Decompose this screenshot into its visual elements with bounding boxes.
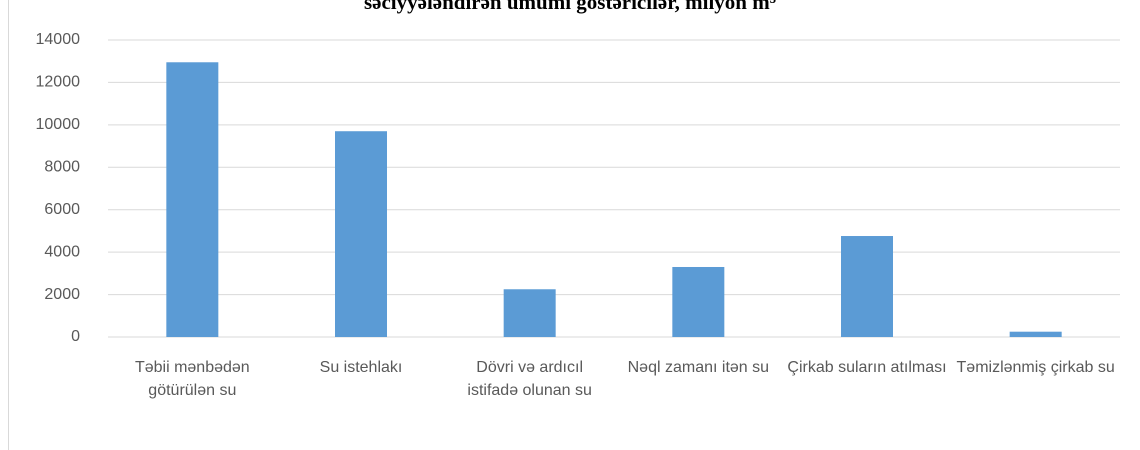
y-tick-label: 6000	[44, 201, 80, 218]
chart-frame	[8, 0, 1140, 450]
x-tick-label: Təbii mənbədən götürülən su	[134, 359, 250, 399]
x-tick-label: Çirkab suların atılması	[787, 359, 947, 376]
bar	[335, 131, 387, 337]
x-tick-label: Su istehlakı	[319, 359, 403, 376]
x-tick-label: Dövri və ardıcıl istifadə olunan su	[467, 359, 592, 399]
chart-title: səciyyələndirən ümumi göstəricilər, mily…	[363, 0, 777, 14]
bar	[1009, 331, 1062, 337]
y-tick-label: 10000	[36, 116, 81, 133]
y-tick-label: 12000	[36, 74, 81, 91]
y-tick-label: 2000	[44, 286, 80, 303]
bar	[841, 236, 893, 337]
bar	[503, 289, 556, 337]
x-tick-label: Nəql zamanı itən su	[627, 359, 770, 376]
bar	[672, 266, 725, 337]
bar	[166, 62, 219, 338]
y-tick-label: 0	[71, 328, 80, 345]
y-tick-label: 14000	[36, 31, 81, 48]
y-tick-label: 4000	[44, 243, 80, 260]
x-tick-label: Təmizlənmiş çirkab su	[956, 359, 1115, 376]
y-tick-label: 8000	[44, 159, 80, 176]
